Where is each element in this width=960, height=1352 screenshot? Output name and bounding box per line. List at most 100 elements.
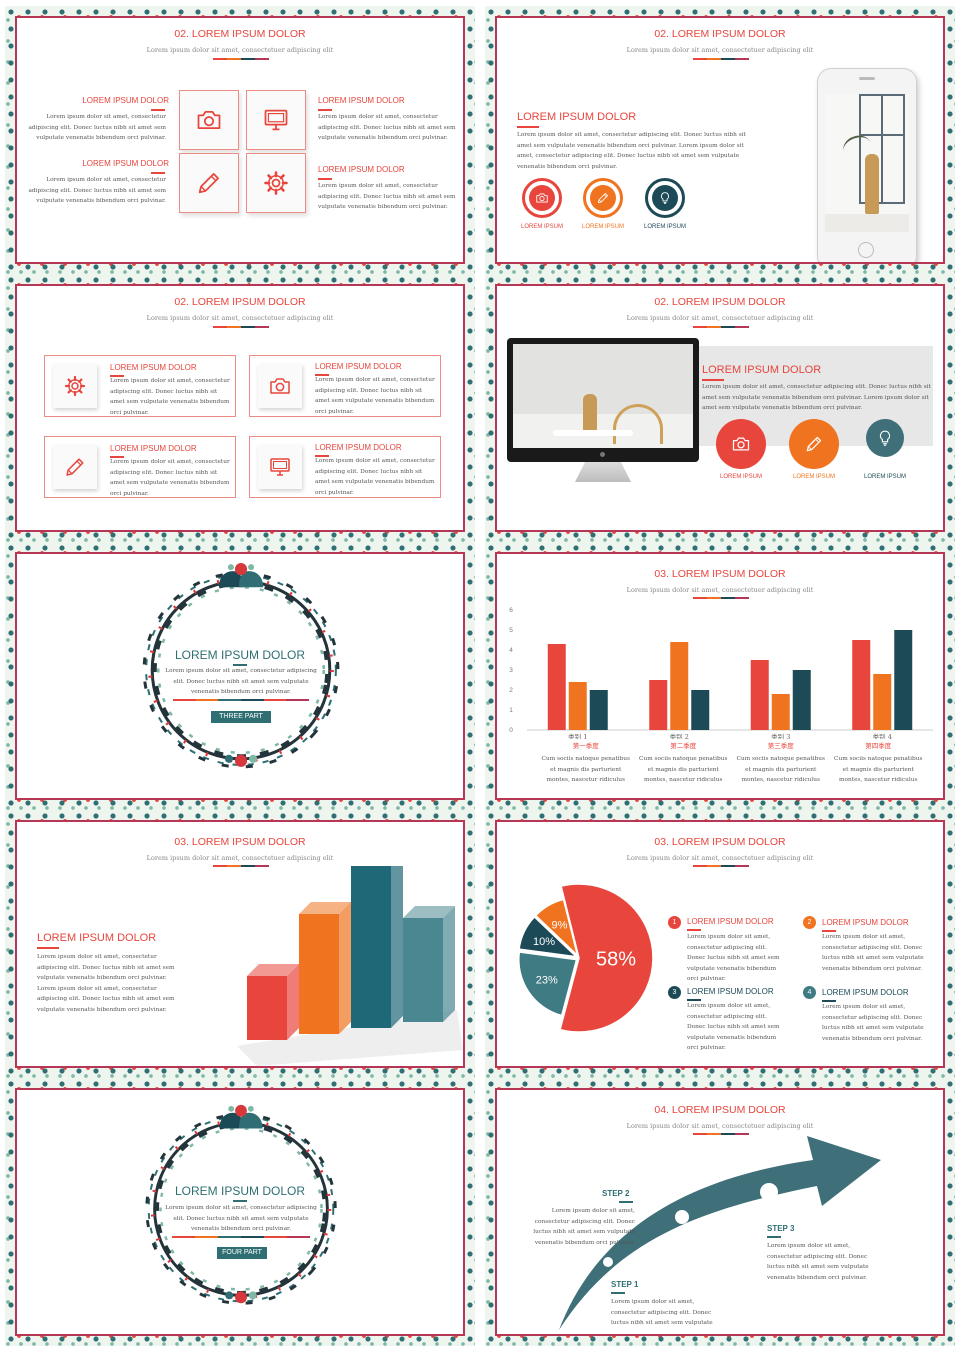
bar <box>750 660 769 730</box>
bar-front <box>299 914 339 1034</box>
heading-underline <box>37 947 59 949</box>
slide-frame: 02. LOREM IPSUM DOLOR Lorem ipsum dolor … <box>15 284 465 532</box>
item-heading: LOREM IPSUM DOLOR <box>318 165 405 174</box>
gear-icon-tile <box>53 364 97 408</box>
item-number: 4 <box>803 986 816 999</box>
quarter-label: 第二季度 <box>670 742 697 750</box>
bulb-badge <box>652 185 678 211</box>
item-heading: LOREM IPSUM DOLOR <box>822 988 909 997</box>
feature-heading: LOREM IPSUM DOLOR <box>315 362 402 371</box>
slide-8: 03. LOREM IPSUM DOLOR Lorem ipsum dolor … <box>485 810 955 1078</box>
bar <box>792 670 811 730</box>
slice-label: 10% <box>533 936 555 948</box>
pencil-icon-tile <box>179 153 239 213</box>
bar <box>568 682 587 730</box>
item-number: 2 <box>803 916 816 929</box>
wreath-body: Lorem ipsum dolor sit amet, consectetur … <box>165 1205 317 1232</box>
bulb-badge <box>866 419 904 457</box>
slide-title: 03. LOREM IPSUM DOLOR <box>654 568 786 580</box>
feature-heading: LOREM IPSUM DOLOR <box>315 443 402 452</box>
bar-front <box>351 866 391 1028</box>
step-underline <box>767 1236 781 1238</box>
item-body: Lorem ipsum dolor sit amet, consectetur … <box>687 934 780 982</box>
monitor-mockup <box>507 338 699 462</box>
pencil-icon <box>195 169 223 197</box>
heading-underline <box>151 109 165 111</box>
gear-icon <box>63 374 87 398</box>
title-underline <box>233 1200 247 1202</box>
part-button: FOUR PART <box>217 1247 267 1259</box>
color-bar <box>213 58 269 60</box>
step-label: STEP 3 <box>767 1224 795 1233</box>
item-body: Lorem ipsum dolor sit amet, consectetur … <box>318 114 456 141</box>
slide-title: 04. LOREM IPSUM DOLOR <box>654 1104 786 1116</box>
item-body: Lorem ipsum dolor sit amet, consectetur … <box>318 183 456 210</box>
pencil-ring <box>583 178 623 218</box>
camera-icon <box>195 106 223 134</box>
quarter-label: 第一季度 <box>572 742 599 750</box>
bar <box>670 642 689 730</box>
slide-subtitle: Lorem ipsum dolor sit amet, consectetuer… <box>626 1122 814 1130</box>
bar <box>691 690 710 730</box>
icon-label: LOREM IPSUM <box>520 224 563 230</box>
heading-underline <box>151 172 165 174</box>
y-tick-label: 3 <box>509 667 513 674</box>
item-body: Lorem ipsum dolor sit amet, consectetur … <box>687 1003 780 1051</box>
camera-badge <box>716 419 766 469</box>
bar <box>589 690 608 730</box>
category-label: 类别 2 <box>670 732 689 739</box>
slide-9: LOREM IPSUM DOLOR Lorem ipsum dolor sit … <box>5 1078 475 1346</box>
pencil-icon <box>804 434 824 454</box>
heading-underline <box>110 456 124 458</box>
quarter-label: 第三季度 <box>767 742 794 750</box>
home-button <box>858 242 874 258</box>
monitor-stand <box>575 462 631 482</box>
color-bar <box>693 597 749 599</box>
item-body: Lorem ipsum dolor sit amet, consectetur … <box>28 114 166 141</box>
feature-body: Lorem ipsum dolor sit amet, consectetur … <box>110 459 230 497</box>
icon-label: LOREM IPSUM <box>581 224 624 230</box>
section-heading: LOREM IPSUM DOLOR <box>37 932 157 944</box>
heading-underline <box>315 455 329 457</box>
icon-label: LOREM IPSUM <box>863 474 906 480</box>
slide-subtitle: Lorem ipsum dolor sit amet, consectetuer… <box>146 314 334 322</box>
camera-ring <box>522 178 562 218</box>
slide-title: 02. LOREM IPSUM DOLOR <box>654 296 786 308</box>
color-bar <box>693 865 749 867</box>
lightbulb-icon <box>658 191 672 205</box>
quarter-label: 第四季度 <box>865 742 892 750</box>
window-mullion <box>881 94 883 204</box>
step-body: Lorem ipsum dolor sit amet, consectetur … <box>533 1208 635 1246</box>
pencil-icon <box>596 191 610 205</box>
slice-label: 58% <box>596 948 636 970</box>
quarter-captions: 第一季度 Cum sociis natoque penatibus et mag… <box>537 740 927 790</box>
monitor-logo <box>600 452 605 457</box>
slide-3: 02. LOREM IPSUM DOLOR Lorem ipsum dolor … <box>5 274 475 542</box>
slide-1: 02. LOREM IPSUM DOLOR Lorem ipsum dolor … <box>5 6 475 274</box>
arrow-shape <box>559 1136 881 1330</box>
y-tick-label: 5 <box>509 627 513 634</box>
y-tick-label: 2 <box>509 687 513 694</box>
bar-top <box>403 906 455 918</box>
feature-body: Lorem ipsum dolor sit amet, consectetur … <box>110 378 230 416</box>
wall <box>513 344 693 414</box>
step-body: Lorem ipsum dolor sit amet, consectetur … <box>767 1243 869 1281</box>
wreath-title: LOREM IPSUM DOLOR <box>174 1184 306 1198</box>
heading-underline <box>687 999 701 1001</box>
slide-title: 03. LOREM IPSUM DOLOR <box>174 836 306 848</box>
icon-label: LOREM IPSUM <box>643 224 686 230</box>
slide-4: 02. LOREM IPSUM DOLOR Lorem ipsum dolor … <box>485 274 955 542</box>
item-heading: LOREM IPSUM DOLOR <box>82 159 169 168</box>
arrow-dot <box>760 1183 778 1201</box>
bar <box>852 640 871 730</box>
heading-underline <box>318 178 332 180</box>
heading-underline <box>315 374 329 376</box>
wreath-title: LOREM IPSUM DOLOR <box>174 648 306 662</box>
step-label: STEP 1 <box>611 1280 639 1289</box>
slide-10: 04. LOREM IPSUM DOLOR Lorem ipsum dolor … <box>485 1078 955 1346</box>
step-body: Lorem ipsum dolor sit amet, consectetur … <box>611 1299 713 1331</box>
monitor-icon <box>262 106 290 134</box>
table <box>825 214 909 232</box>
section-body: Lorem ipsum dolor sit amet, consectetur … <box>517 132 746 170</box>
slide-title: 03. LOREM IPSUM DOLOR <box>654 836 786 848</box>
